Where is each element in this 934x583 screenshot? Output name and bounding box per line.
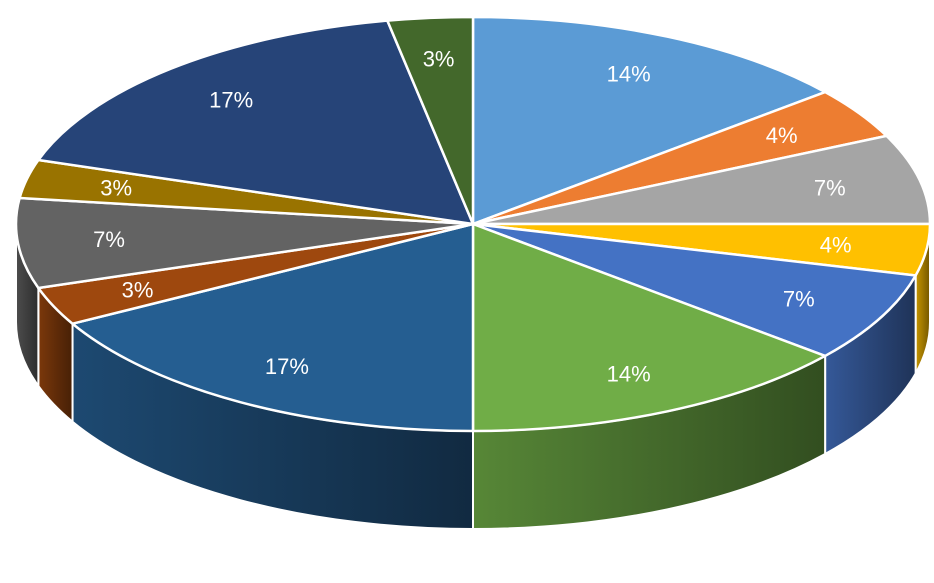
pie-slice-5 [471,222,827,433]
pie-data-label-6: 17% [265,354,309,379]
pie-slice-11 [386,15,475,226]
pie-data-label-10: 17% [209,87,253,112]
pie-data-label-3: 4% [820,232,852,257]
pie-data-label-4: 7% [783,287,815,312]
pie-slice-6 [71,222,475,433]
pie-data-label-0: 14% [607,62,651,87]
pie-slice-0 [471,15,827,226]
pie-data-label-5: 14% [607,361,651,386]
pie-slice-4 [471,222,917,358]
pie-top-faces [14,15,932,433]
pie-slice-10 [37,19,475,226]
pie-data-labels: 14% 4% 7% 4% 7% 14% 17% 3% 7% 3% 17% 3% [93,47,851,387]
pie-data-label-11: 3% [423,47,455,72]
pie-data-label-1: 4% [766,123,798,148]
pie-data-label-2: 7% [814,175,846,200]
pie-side-walls [15,223,931,531]
pie-slice-8 [14,196,475,290]
pie-data-label-8: 7% [93,227,125,252]
pie-data-label-7: 3% [122,277,154,302]
pie-slice-2 [471,134,932,226]
pie-data-label-9: 3% [100,175,132,200]
